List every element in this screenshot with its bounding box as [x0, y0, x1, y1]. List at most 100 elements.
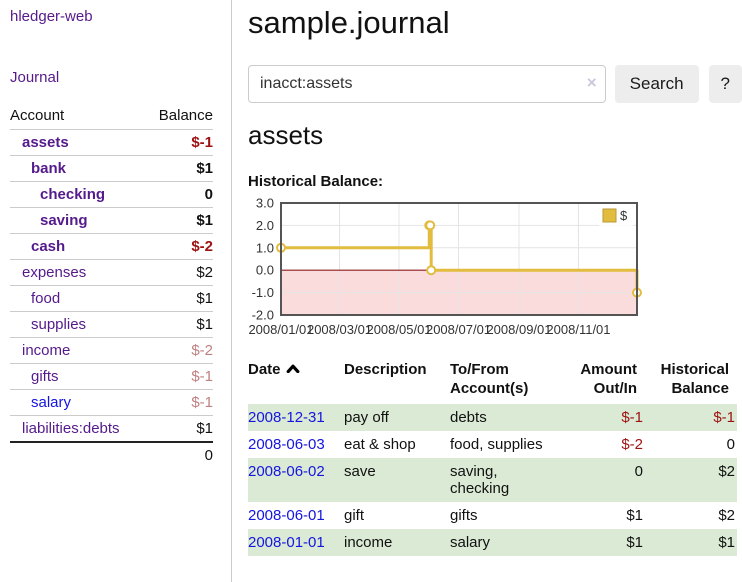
account-link[interactable]: expenses [22, 264, 87, 281]
account-link[interactable]: supplies [31, 316, 87, 333]
account-link[interactable]: saving [40, 212, 88, 229]
transaction-balance: $2 [718, 507, 735, 524]
account-row: supplies $1 [10, 311, 213, 338]
y-tick-label: 0.0 [256, 263, 274, 278]
account-balance: $-1 [191, 394, 213, 411]
account-row: gifts $-1 [10, 363, 213, 390]
transaction-balance: $2 [718, 463, 735, 480]
transaction-balance: 0 [726, 436, 735, 453]
transaction-date-link[interactable]: 2008-06-02 [248, 463, 325, 480]
account-link[interactable]: gifts [31, 368, 59, 385]
search-form: × Search ? [248, 65, 742, 103]
search-input[interactable] [248, 65, 606, 103]
accounts-total-row: 0 [10, 442, 213, 468]
help-button[interactable]: ? [708, 65, 742, 103]
account-row: checking 0 [10, 181, 213, 208]
account-link[interactable]: cash [31, 238, 66, 255]
x-tick-label: 2008/01/01 [248, 322, 313, 337]
account-balance: $-2 [191, 238, 213, 255]
legend-label: $ [620, 208, 628, 223]
sidebar: hledger-web Journal Account Balance asse… [0, 0, 232, 582]
transaction-accounts: gifts [450, 507, 478, 524]
transaction-date-link[interactable]: 2008-01-01 [248, 534, 325, 551]
x-tick-label: 2008/09/01 [486, 322, 551, 337]
transaction-description: income [344, 534, 393, 551]
app-title-link[interactable]: hledger-web [10, 8, 93, 25]
account-balance: $1 [196, 160, 213, 177]
x-tick-label: 2008/11/01 [546, 322, 610, 337]
accounts-header-balance: Balance [158, 107, 213, 124]
accounts-table: Account Balance assets $-1 bank $1 check… [10, 104, 213, 468]
transaction-description: eat & shop [344, 436, 416, 453]
transaction-date-link[interactable]: 2008-06-01 [248, 507, 325, 524]
transaction-amount: 0 [634, 463, 643, 480]
col-header-date[interactable]: Date [248, 356, 344, 404]
account-balance: $-1 [191, 368, 213, 385]
transaction-date-link[interactable]: 2008-12-31 [248, 409, 325, 426]
account-row: assets $-1 [10, 129, 213, 156]
account-link[interactable]: bank [31, 160, 67, 177]
account-link[interactable]: food [31, 290, 61, 307]
account-balance: $1 [196, 290, 213, 307]
transaction-amount: $1 [626, 507, 643, 524]
transaction-row: 2008-01-01 income salary $1 $1 [248, 529, 737, 556]
account-balance: $2 [196, 264, 213, 281]
legend-swatch [602, 208, 617, 223]
transaction-amount: $-1 [621, 409, 643, 426]
account-row: cash $-2 [10, 233, 213, 260]
account-balance: $1 [196, 316, 213, 333]
y-tick-label: -1.0 [252, 285, 274, 300]
sidebar-item-journal[interactable]: Journal [10, 69, 60, 86]
account-balance: $-2 [191, 342, 213, 359]
transaction-description: save [344, 463, 376, 480]
transactions-table: Date Description To/From Account(s) Amoun… [248, 356, 737, 556]
main-content: sample.journal × Search ? assets Histori… [248, 0, 742, 556]
sidebar-nav: Journal [10, 69, 231, 87]
y-tick-label: 2.0 [256, 218, 274, 233]
y-tick-label: 1.0 [256, 240, 274, 255]
search-button[interactable]: Search [614, 65, 699, 103]
account-row: food $1 [10, 285, 213, 312]
x-tick-label: 2008/03/01 [307, 322, 372, 337]
transaction-accounts: saving, checking [450, 463, 510, 497]
y-tick-label: -2.0 [252, 308, 274, 323]
transaction-balance: $1 [718, 534, 735, 551]
transaction-date-link[interactable]: 2008-06-03 [248, 436, 325, 453]
transaction-row: 2008-06-03 eat & shop food, supplies $-2… [248, 431, 737, 458]
data-point-marker [425, 220, 436, 231]
col-header-accounts: To/From Account(s) [450, 361, 529, 397]
transaction-amount: $1 [626, 534, 643, 551]
app-title: hledger-web [10, 8, 231, 26]
transaction-description: pay off [344, 409, 389, 426]
transaction-amount: $-2 [621, 436, 643, 453]
col-header-description: Description [344, 361, 427, 378]
transactions-header-row: Date Description To/From Account(s) Amoun… [248, 356, 737, 404]
account-link[interactable]: liabilities:debts [22, 420, 120, 437]
x-tick-label: 2008/05/01 [366, 322, 431, 337]
x-tick-label: 2008/07/01 [426, 322, 491, 337]
accounts-header-account: Account [10, 107, 65, 124]
chart-title: Historical Balance: [248, 173, 384, 190]
account-link[interactable]: checking [40, 186, 106, 203]
col-header-balance: Historical Balance [660, 361, 729, 397]
accounts-total-spacer [10, 442, 146, 468]
account-balance: 0 [204, 186, 213, 203]
account-balance: $1 [196, 420, 213, 437]
clear-search-icon[interactable]: × [586, 73, 597, 92]
transaction-row: 2008-06-02 save saving, checking 0 $2 [248, 458, 737, 502]
transaction-balance: $-1 [713, 409, 735, 426]
account-heading: assets [248, 120, 324, 150]
account-row: expenses $2 [10, 259, 213, 286]
page-title: sample.journal [248, 5, 450, 40]
account-link[interactable]: income [22, 342, 71, 359]
plot-border [280, 202, 638, 316]
account-link[interactable]: assets [22, 134, 69, 151]
transaction-description: gift [344, 507, 365, 524]
account-link[interactable]: salary [31, 394, 72, 411]
col-header-amount: Amount Out/In [580, 361, 637, 397]
accounts-header-row: Account Balance [10, 104, 213, 130]
account-balance: $1 [196, 212, 213, 229]
historical-balance-chart: $3.0 2.0 1.0 0.0 -1.0 -2.0 2008/01/01 2008/03/0… [248, 198, 742, 342]
account-row: income $-2 [10, 337, 213, 364]
transaction-accounts: food, supplies [450, 436, 543, 453]
